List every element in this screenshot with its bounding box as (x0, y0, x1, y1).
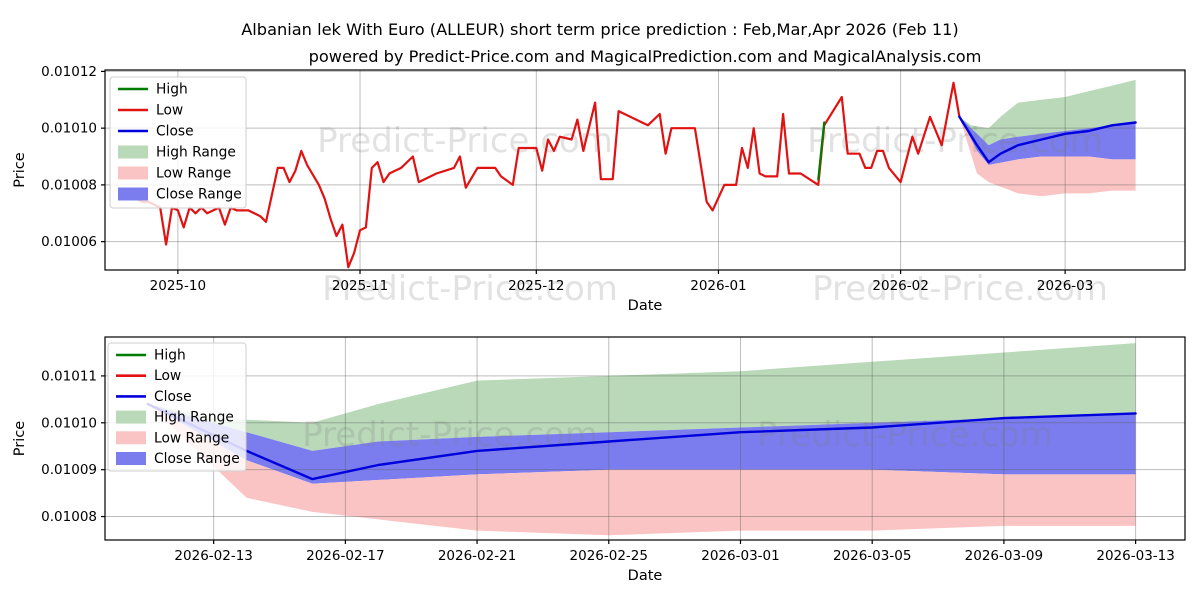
x-tick-label: 2026-02-13 (174, 548, 252, 564)
watermark-text: Predict-Price.com (302, 415, 598, 455)
chart-subtitle: powered by Predict-Price.com and Magical… (308, 47, 982, 66)
legend-swatch-high-range (116, 410, 146, 424)
legend-label: Low (156, 103, 183, 119)
legend-swatch-low-range (118, 166, 148, 180)
legend-swatch-close-range (116, 452, 146, 465)
y-tick-label: 0.01010 (41, 121, 97, 137)
series-close-line (146, 402, 1137, 481)
legend-label: Close (154, 389, 192, 405)
y-tick-label: 0.01010 (41, 415, 97, 431)
y-tick-label: 0.01009 (41, 462, 97, 478)
series-low-line (135, 81, 961, 269)
watermark-text: Predict-Price.com (807, 121, 1103, 161)
watermark-text: Predict-Price.com (317, 121, 613, 161)
y-axis-label: Price (12, 152, 28, 187)
watermark-text: Predict-Price.com (322, 269, 618, 309)
legend-swatch-close-range (118, 187, 148, 201)
band-high-range (147, 343, 1136, 451)
band-low-range (959, 116, 1136, 197)
legend-label: Low Range (154, 430, 229, 446)
watermark-text: Predict-Price.com (812, 269, 1108, 309)
x-tick-label: 2025-11 (332, 278, 388, 294)
chart-prediction-zoom-axis-labels: 2026-02-13 2026-02-17 2026-02-21 2026-02-25… (12, 368, 1175, 584)
x-tick-label: 2026-03-09 (965, 548, 1043, 564)
chart-history-and-prediction-series (135, 81, 1137, 269)
series-close-line (958, 115, 1137, 164)
x-tick-label: 2026-03-13 (1096, 548, 1174, 564)
y-tick-label: 0.01008 (41, 509, 97, 525)
chart-history-and-prediction-axis-labels: 2025-10 2025-11 2025-12 2026-01 2026-02 2026-… (12, 64, 1093, 314)
chart-title: Albanian lek With Euro (ALLEUR) short te… (241, 20, 959, 39)
legend-swatch-low-range (116, 431, 146, 445)
watermark-text: Predict-Price.com (757, 415, 1053, 455)
y-axis-label: Price (12, 421, 28, 456)
legend-label: High Range (156, 145, 236, 161)
x-tick-label: 2025-12 (508, 278, 564, 294)
x-tick-label: 2025-10 (150, 278, 206, 294)
legend-label: High (154, 348, 186, 364)
x-tick-label: 2026-02-21 (438, 548, 516, 564)
x-tick-label: 2026-03-01 (701, 548, 779, 564)
x-tick-label: 2026-01 (690, 278, 746, 294)
legend-label: Low (154, 368, 181, 384)
y-tick-label: 0.01012 (41, 64, 97, 80)
legend-label: High (156, 82, 188, 98)
chart-prediction-zoom-grid (105, 337, 1185, 540)
legend-swatch-high-range (118, 145, 148, 159)
x-tick-label: 2026-02-17 (306, 548, 384, 564)
chart-history-and-prediction-grid (105, 70, 1185, 270)
x-tick-label: 2026-02-25 (570, 548, 648, 564)
legend-label: Low Range (156, 166, 231, 182)
legend-label: Close (156, 124, 194, 140)
x-tick-label: 2026-03-05 (833, 548, 911, 564)
chart-history-and-prediction-legend: High Low Close High Range Low Range Close Ran… (109, 76, 247, 209)
band-low-range (147, 404, 1136, 536)
chart-prediction-zoom-series (146, 402, 1137, 481)
y-tick-label: 0.01008 (41, 177, 97, 193)
legend-label: High Range (154, 410, 234, 426)
y-tick-label: 0.01006 (41, 234, 97, 250)
legend-label: Close Range (156, 187, 242, 203)
axes-frame (104, 69, 1186, 271)
x-axis-label: Date (628, 298, 663, 314)
y-tick-label: 0.01011 (41, 368, 97, 384)
chart-prediction-zoom-legend: High Low Close High Range Low Range Close Ran… (107, 342, 247, 472)
axes-frame (104, 336, 1186, 541)
legend-label: Close Range (154, 451, 240, 467)
band-high-range (959, 79, 1136, 146)
x-tick-label: 2026-02 (872, 278, 928, 294)
x-axis-label: Date (628, 568, 663, 584)
x-tick-label: 2026-03 (1037, 278, 1093, 294)
series-high-line (817, 121, 826, 181)
